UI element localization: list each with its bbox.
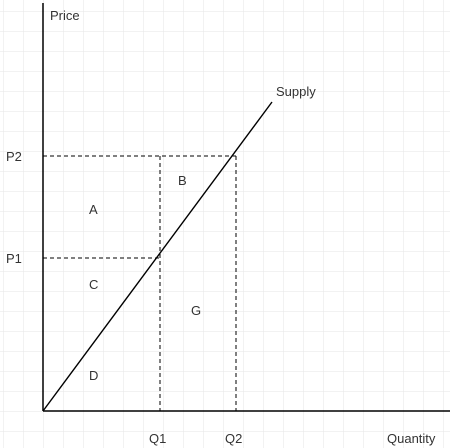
q1-label: Q1 — [149, 431, 166, 446]
supply-curve — [42, 101, 273, 412]
region-a-label: A — [89, 202, 98, 217]
p1-label: P1 — [6, 251, 22, 266]
region-g-label: G — [191, 303, 201, 318]
region-c-label: C — [89, 277, 98, 292]
x-axis-label: Quantity — [387, 431, 436, 446]
region-d-label: D — [89, 368, 98, 383]
region-b-label: B — [178, 173, 187, 188]
y-axis-label: Price — [50, 8, 80, 23]
supply-label: Supply — [276, 84, 316, 99]
q2-label: Q2 — [225, 431, 242, 446]
p2-label: P2 — [6, 149, 22, 164]
